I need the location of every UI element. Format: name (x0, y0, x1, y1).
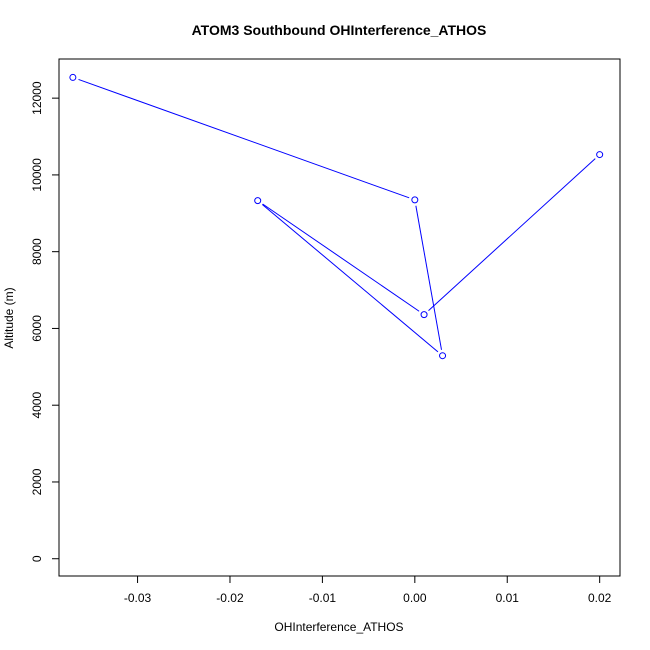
x-axis-label: OHInterference_ATHOS (274, 620, 403, 634)
plot-area-frame (58, 58, 621, 577)
y-axis-label: Altitude (m) (2, 287, 16, 348)
chart-title: ATOM3 Southbound OHInterference_ATHOS (192, 22, 487, 38)
series-line-segment (261, 204, 439, 353)
x-tick-label: 0.01 (496, 591, 520, 605)
y-tick-label: 4000 (30, 392, 44, 419)
data-point (411, 196, 419, 204)
data-point (254, 197, 262, 205)
data-point (420, 311, 428, 319)
series-line-segment (78, 78, 410, 199)
x-tick-label: 0.02 (588, 591, 612, 605)
data-point (439, 352, 447, 360)
x-tick-label: 0.00 (403, 591, 427, 605)
series-layer (69, 73, 604, 360)
y-axis: 0 2000 4000 6000 8000 10000 12000 (30, 81, 59, 562)
series-line-segment (428, 158, 596, 311)
series-line-segment (415, 205, 442, 350)
y-tick-label: 10000 (30, 158, 44, 192)
y-tick-label: 0 (30, 555, 44, 562)
y-tick-label: 2000 (30, 468, 44, 495)
y-tick-label: 6000 (30, 315, 44, 342)
x-tick-label: -0.02 (216, 591, 244, 605)
data-point (596, 151, 604, 159)
data-point (69, 73, 77, 81)
y-tick-label: 8000 (30, 238, 44, 265)
y-tick-label: 12000 (30, 81, 44, 115)
x-tick-label: -0.03 (124, 591, 152, 605)
x-axis: -0.03 -0.02 -0.01 0.00 0.01 0.02 (124, 576, 612, 605)
series-line-segment (262, 203, 420, 312)
x-tick-label: -0.01 (309, 591, 337, 605)
